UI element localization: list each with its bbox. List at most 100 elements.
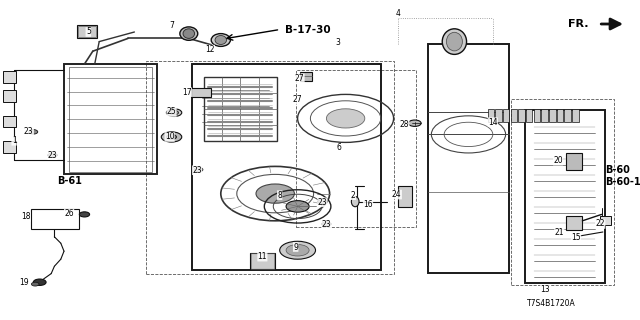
Text: 19: 19 bbox=[19, 278, 29, 287]
Text: 2: 2 bbox=[351, 191, 356, 200]
Circle shape bbox=[194, 167, 203, 172]
Circle shape bbox=[322, 222, 331, 226]
Text: 11: 11 bbox=[258, 252, 267, 261]
Bar bbox=[78, 26, 96, 37]
Bar bbox=[526, 109, 532, 122]
Bar bbox=[146, 61, 394, 274]
Text: 8: 8 bbox=[277, 191, 282, 200]
Bar bbox=[69, 67, 152, 172]
Bar bbox=[564, 109, 571, 122]
Text: 23: 23 bbox=[317, 198, 328, 207]
Circle shape bbox=[286, 244, 309, 256]
Circle shape bbox=[286, 201, 309, 212]
Circle shape bbox=[161, 132, 182, 142]
Circle shape bbox=[170, 110, 179, 115]
Text: 23: 23 bbox=[321, 220, 332, 229]
Text: 1: 1 bbox=[12, 136, 17, 145]
Ellipse shape bbox=[447, 32, 463, 51]
Text: 26: 26 bbox=[64, 209, 74, 218]
Circle shape bbox=[280, 241, 316, 259]
Bar bbox=[3, 71, 16, 83]
Circle shape bbox=[48, 153, 57, 157]
Bar bbox=[31, 209, 79, 229]
Circle shape bbox=[166, 109, 182, 116]
Text: 24: 24 bbox=[392, 190, 402, 199]
Ellipse shape bbox=[442, 29, 467, 54]
Bar bbox=[525, 110, 605, 283]
Text: B-60-1: B-60-1 bbox=[605, 177, 640, 188]
Text: B-17-30: B-17-30 bbox=[285, 25, 330, 36]
Ellipse shape bbox=[211, 34, 230, 46]
Text: 23: 23 bbox=[192, 166, 202, 175]
Text: 10: 10 bbox=[164, 132, 175, 141]
Circle shape bbox=[326, 109, 365, 128]
Ellipse shape bbox=[351, 196, 359, 207]
Text: FR.: FR. bbox=[568, 19, 589, 29]
Text: 7: 7 bbox=[169, 21, 174, 30]
Circle shape bbox=[31, 282, 39, 286]
Text: 18: 18 bbox=[21, 212, 30, 221]
Bar bbox=[191, 88, 211, 97]
Text: 12: 12 bbox=[205, 45, 214, 54]
Bar bbox=[600, 216, 611, 225]
Circle shape bbox=[256, 184, 294, 203]
Text: 17: 17 bbox=[182, 88, 192, 97]
Text: 25: 25 bbox=[166, 108, 177, 116]
Text: B-60: B-60 bbox=[605, 164, 630, 175]
Bar bbox=[250, 253, 275, 269]
Text: 27: 27 bbox=[294, 74, 305, 83]
Text: 28: 28 bbox=[400, 120, 409, 129]
Bar bbox=[572, 109, 579, 122]
Text: 27: 27 bbox=[292, 95, 303, 104]
Text: 23: 23 bbox=[24, 127, 34, 136]
Text: 15: 15 bbox=[571, 233, 581, 242]
Bar bbox=[566, 153, 582, 170]
Circle shape bbox=[33, 279, 46, 285]
Bar bbox=[557, 109, 563, 122]
Bar bbox=[296, 70, 416, 227]
Text: 20: 20 bbox=[553, 156, 563, 165]
Text: T7S4B1720A: T7S4B1720A bbox=[527, 299, 576, 308]
Bar bbox=[3, 141, 16, 153]
Circle shape bbox=[166, 134, 177, 140]
Bar bbox=[541, 109, 548, 122]
Ellipse shape bbox=[180, 27, 198, 40]
Bar bbox=[503, 109, 509, 122]
Bar bbox=[3, 116, 16, 127]
Bar bbox=[3, 90, 16, 102]
Bar bbox=[428, 44, 509, 273]
Bar bbox=[495, 109, 502, 122]
Text: 4: 4 bbox=[396, 9, 401, 18]
Bar bbox=[251, 253, 274, 269]
Circle shape bbox=[79, 212, 90, 217]
Ellipse shape bbox=[215, 36, 227, 44]
Bar bbox=[204, 77, 277, 141]
Text: 13: 13 bbox=[540, 285, 550, 294]
Bar bbox=[549, 109, 556, 122]
Text: 9: 9 bbox=[293, 243, 298, 252]
Bar bbox=[64, 64, 157, 174]
Bar bbox=[511, 109, 517, 122]
Bar bbox=[488, 109, 494, 122]
Circle shape bbox=[318, 199, 327, 204]
Bar bbox=[192, 64, 381, 270]
Text: 14: 14 bbox=[488, 118, 498, 127]
Bar bbox=[300, 72, 312, 81]
Circle shape bbox=[408, 120, 421, 126]
Bar bbox=[77, 25, 97, 38]
Text: 6: 6 bbox=[337, 143, 342, 152]
Ellipse shape bbox=[183, 29, 195, 38]
Bar bbox=[566, 216, 582, 230]
Text: 3: 3 bbox=[335, 38, 340, 47]
Bar bbox=[534, 109, 540, 122]
Text: 22: 22 bbox=[596, 220, 605, 228]
Text: 16: 16 bbox=[363, 200, 373, 209]
Bar bbox=[518, 109, 525, 122]
Text: B-61: B-61 bbox=[57, 176, 81, 186]
Text: 21: 21 bbox=[555, 228, 564, 237]
Text: 23: 23 bbox=[47, 151, 58, 160]
Bar bbox=[511, 99, 614, 285]
Bar bbox=[398, 186, 412, 207]
Circle shape bbox=[29, 130, 38, 134]
Text: 5: 5 bbox=[86, 28, 91, 36]
